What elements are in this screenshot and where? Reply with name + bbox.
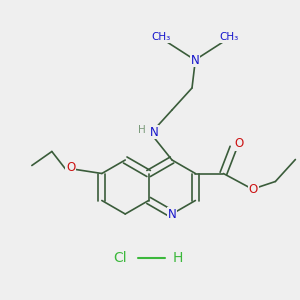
Text: CH₃: CH₃	[152, 32, 171, 42]
Text: Cl: Cl	[113, 251, 127, 265]
Text: O: O	[249, 183, 258, 196]
Text: O: O	[66, 161, 76, 174]
Text: N: N	[190, 53, 200, 67]
Text: O: O	[235, 137, 244, 150]
Text: H: H	[138, 125, 146, 135]
Text: N: N	[150, 125, 158, 139]
Text: CH₃: CH₃	[219, 32, 238, 42]
Text: H: H	[173, 251, 183, 265]
Text: N: N	[168, 208, 176, 220]
